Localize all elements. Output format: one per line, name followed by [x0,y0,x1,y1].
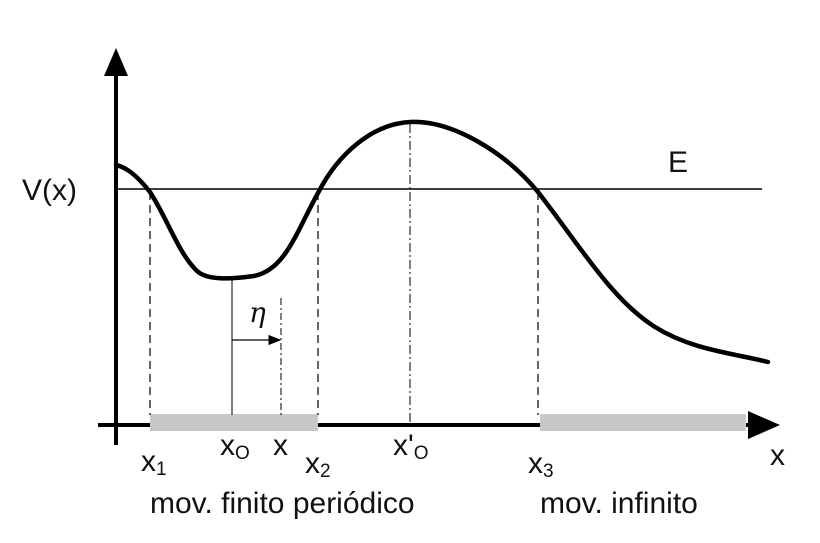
x3-label: x3 [528,447,554,482]
energy-label: E [668,146,688,179]
infinite-motion-region-bar [540,414,746,431]
y-axis-arrowhead [104,48,128,76]
finite-motion-label: mov. finito periódico [150,487,415,520]
finite-motion-region-bar [150,414,318,431]
y-axis-label: V(x) [22,174,77,207]
x0-prime-label: x'O [393,429,429,464]
x-axis-label: x [770,439,785,472]
x-label: x [273,429,288,462]
x1-label: x1 [141,445,167,480]
x0-label: xO [220,429,250,464]
x-axis-arrowhead [748,411,780,439]
displacement-label: η [249,296,266,329]
infinite-motion-label: mov. infinito [540,487,698,520]
x2-label: x2 [305,447,331,482]
potential-curve [113,119,771,365]
